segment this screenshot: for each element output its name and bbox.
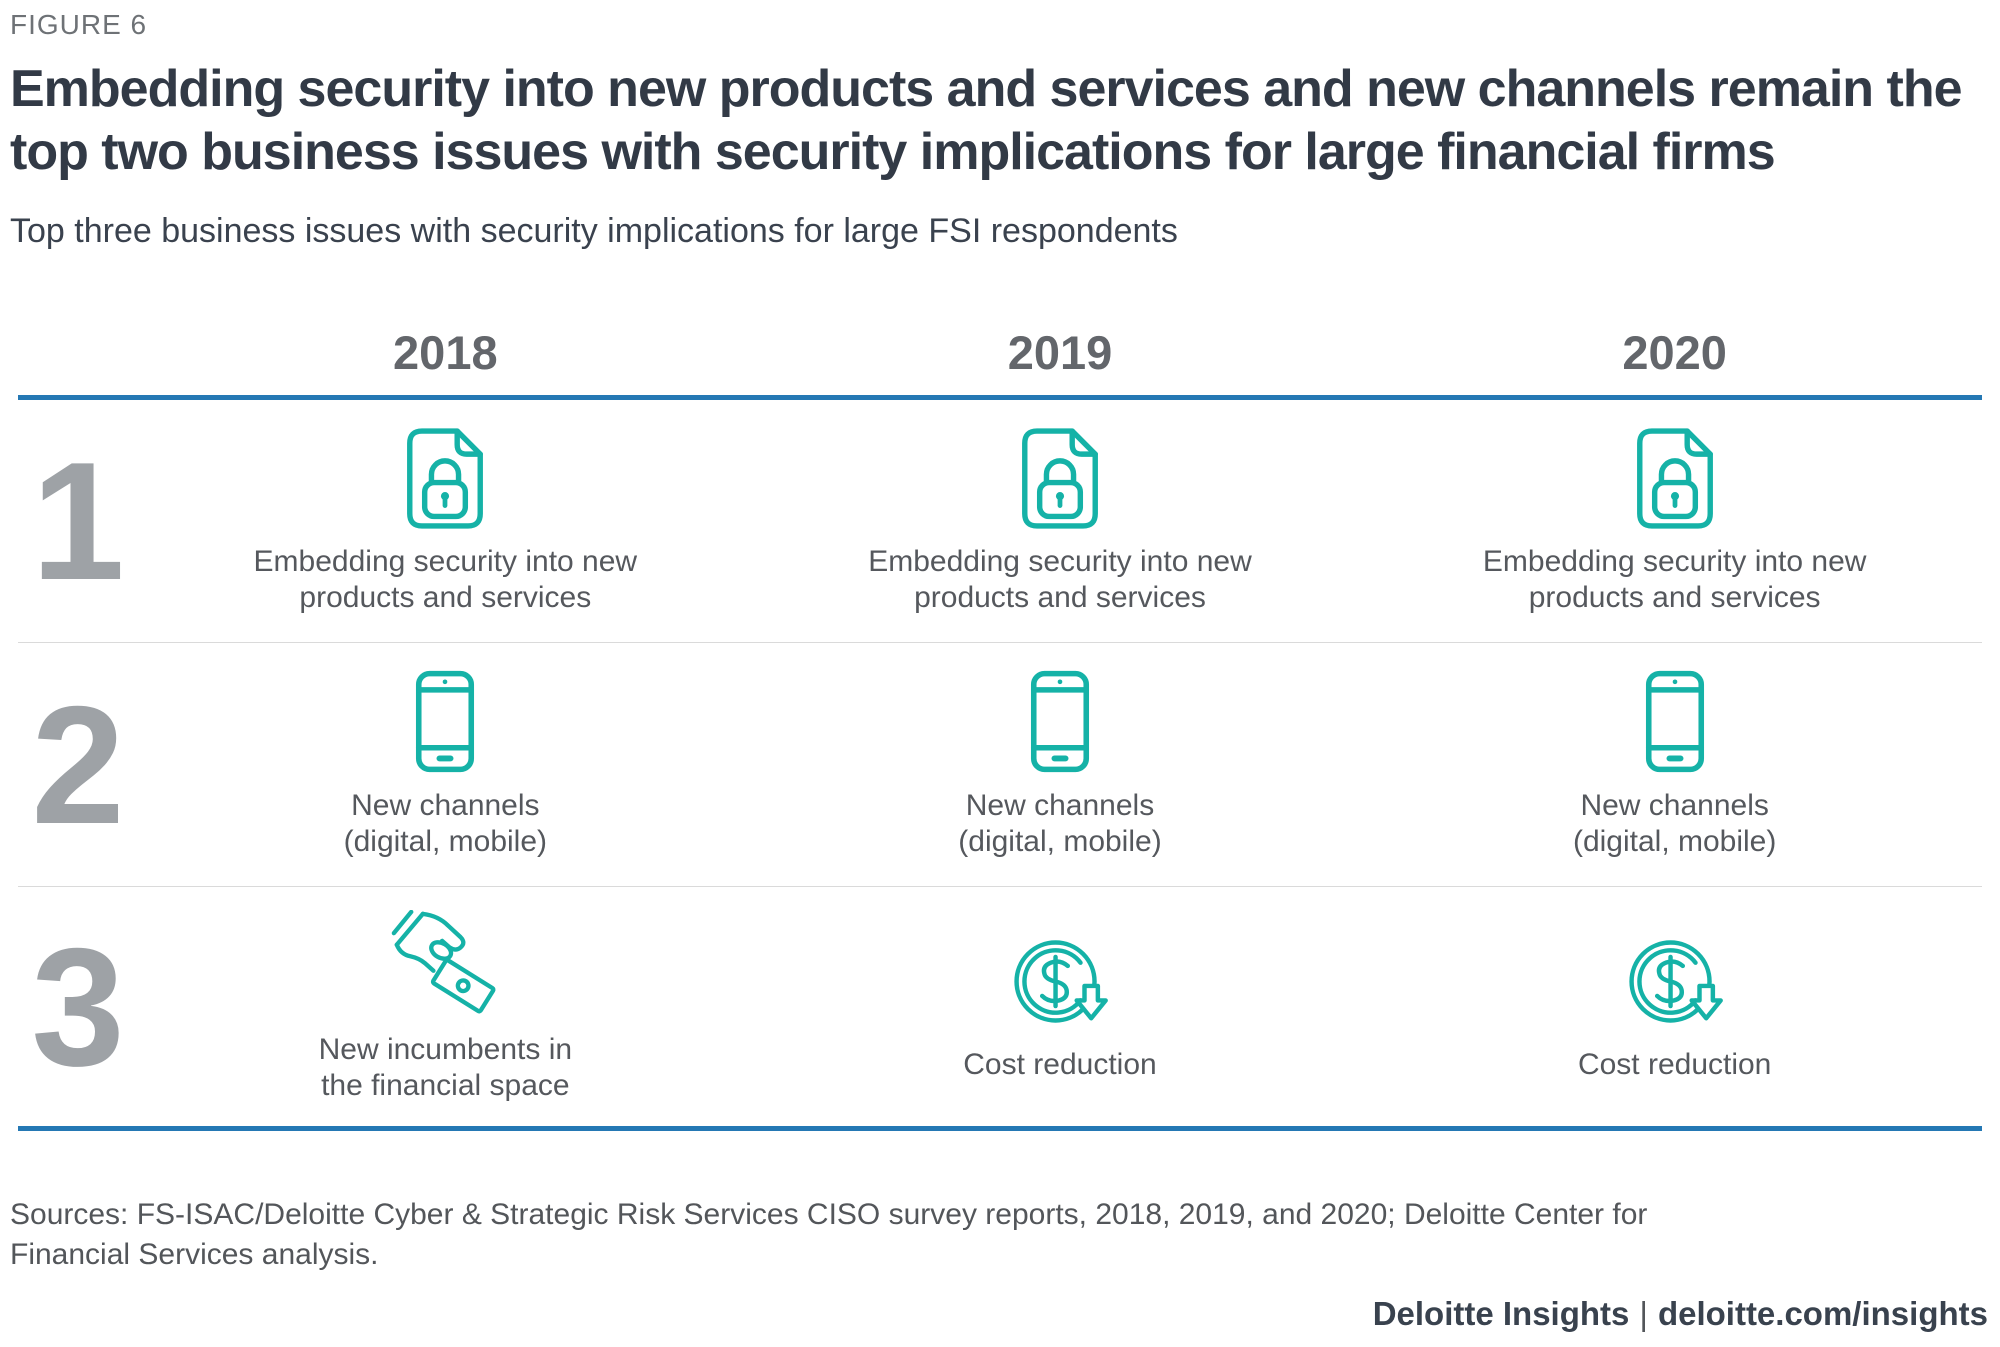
- cell-2020-rank2: New channels (digital, mobile): [1367, 659, 1982, 870]
- cell-label: Cost reduction: [963, 1048, 1157, 1081]
- sources-note: Sources: FS-ISAC/Deloitte Cyber & Strate…: [10, 1198, 1648, 1271]
- cell-2019-rank2: New channels (digital, mobile): [753, 659, 1368, 870]
- footer-brand: Deloitte Insights: [1372, 1295, 1630, 1332]
- cell-2019-rank1: Embedding security into new products and…: [753, 417, 1368, 626]
- column-header-2019: 2019: [1007, 326, 1113, 379]
- cell-2020-rank1: Embedding security into new products and…: [1367, 417, 1982, 626]
- smartphone-icon: [1030, 670, 1090, 773]
- hand-money-icon: [392, 909, 496, 1013]
- cost-reduction-icon: [1014, 940, 1108, 1023]
- smartphone-icon: [416, 670, 475, 773]
- cell-label: New channels (digital, mobile): [343, 789, 548, 858]
- footer-branding: Deloitte Insights | deloitte.com/insights: [10, 1295, 1990, 1333]
- cell-2018-rank1: Embedding security into new products and…: [138, 417, 753, 626]
- figure-title: Embedding security into new products and…: [10, 60, 1963, 181]
- table-row-2: 2 New channels (digital, mobile): [18, 643, 1982, 887]
- table-row-3: 3 New incumbents in the financial space: [18, 887, 1982, 1131]
- cell-label: Embedding security into new products and…: [253, 544, 638, 614]
- cost-reduction-icon: [1628, 940, 1723, 1023]
- footer-url[interactable]: deloitte.com/insights: [1657, 1295, 1988, 1332]
- cell-label: Cost reduction: [1577, 1048, 1772, 1081]
- cell-label: New incumbents in the financial space: [318, 1032, 573, 1102]
- smartphone-icon: [1645, 670, 1704, 773]
- rank-number-3: 3: [31, 912, 125, 1101]
- cell-2019-rank3: Cost reduction: [753, 920, 1368, 1093]
- cell-label: Embedding security into new products and…: [1482, 544, 1867, 614]
- cell-label: New channels (digital, mobile): [1572, 789, 1777, 858]
- column-header-2018: 2018: [393, 326, 498, 379]
- document-lock-icon: [1022, 427, 1098, 529]
- cell-2018-rank3: New incumbents in the financial space: [138, 900, 753, 1114]
- cell-label: New channels (digital, mobile): [958, 789, 1162, 858]
- cell-2018-rank2: New channels (digital, mobile): [138, 659, 753, 870]
- cell-label: Embedding security into new products and…: [868, 544, 1252, 614]
- header-spacer: [18, 327, 138, 379]
- comparison-table: 2018 2019 2020 1 Embedding security into…: [18, 327, 1982, 1131]
- document-lock-icon: [407, 427, 484, 529]
- document-lock-icon: [1636, 427, 1713, 529]
- figure-subtitle: Top three business issues with security …: [10, 212, 1178, 250]
- table-row-1: 1 Embedding security into new products a…: [18, 400, 1982, 643]
- rank-number-2: 2: [31, 670, 125, 859]
- footer-separator: |: [1639, 1295, 1648, 1332]
- figure-label: FIGURE 6: [10, 9, 148, 40]
- rank-number-1: 1: [31, 427, 125, 615]
- cell-2020-rank3: Cost reduction: [1367, 920, 1982, 1093]
- column-header-2020: 2020: [1622, 326, 1727, 379]
- table-header-row: 2018 2019 2020: [18, 327, 1982, 400]
